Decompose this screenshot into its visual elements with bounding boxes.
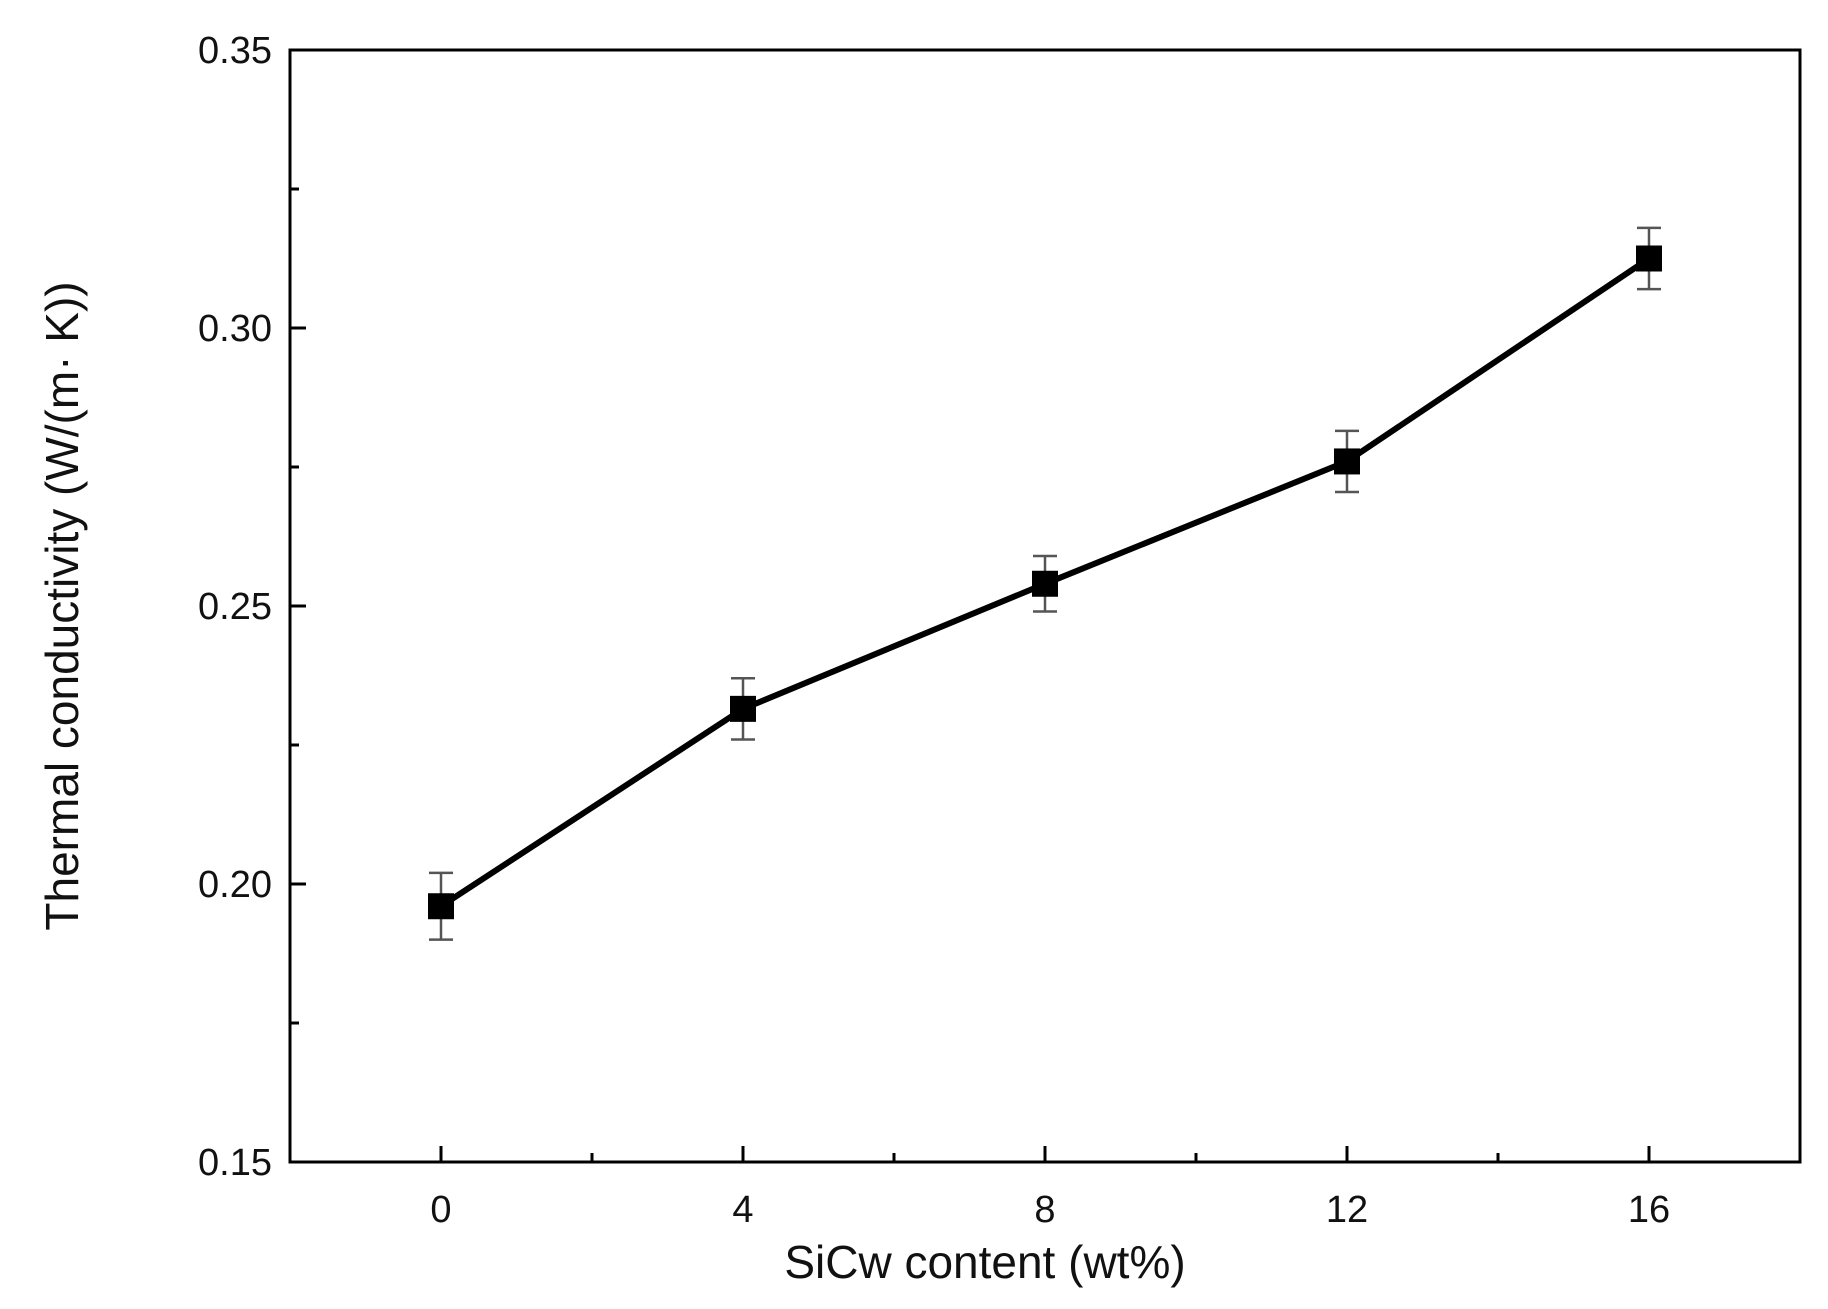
x-tick-label: 16: [1628, 1189, 1670, 1231]
x-tick-label: 4: [732, 1189, 753, 1231]
x-tick-label: 8: [1034, 1189, 1055, 1231]
data-point: [730, 695, 756, 722]
data-series: [428, 226, 1662, 941]
x-axis-title: SiCw content (wt%): [784, 1236, 1185, 1288]
data-point: [1032, 570, 1058, 597]
data-point: [1334, 448, 1360, 475]
axis-ticks: [290, 48, 1651, 1164]
axis-tick-labels: 0 4 8 12 16 0.15 0.20 0.25 0.30 0.35: [198, 30, 1670, 1231]
x-tick-label: 12: [1326, 1189, 1368, 1231]
y-tick-label: 0.15: [198, 1142, 272, 1184]
y-tick-label: 0.25: [198, 586, 272, 628]
y-tick-label: 0.35: [198, 30, 272, 72]
y-tick-label: 0.20: [198, 864, 272, 906]
data-point: [1636, 245, 1662, 272]
y-tick-label: 0.30: [198, 308, 272, 350]
data-point: [428, 893, 454, 920]
y-axis-title: Thermal conductivity (W/(m· K)): [36, 281, 88, 930]
x-tick-label: 0: [430, 1189, 451, 1231]
